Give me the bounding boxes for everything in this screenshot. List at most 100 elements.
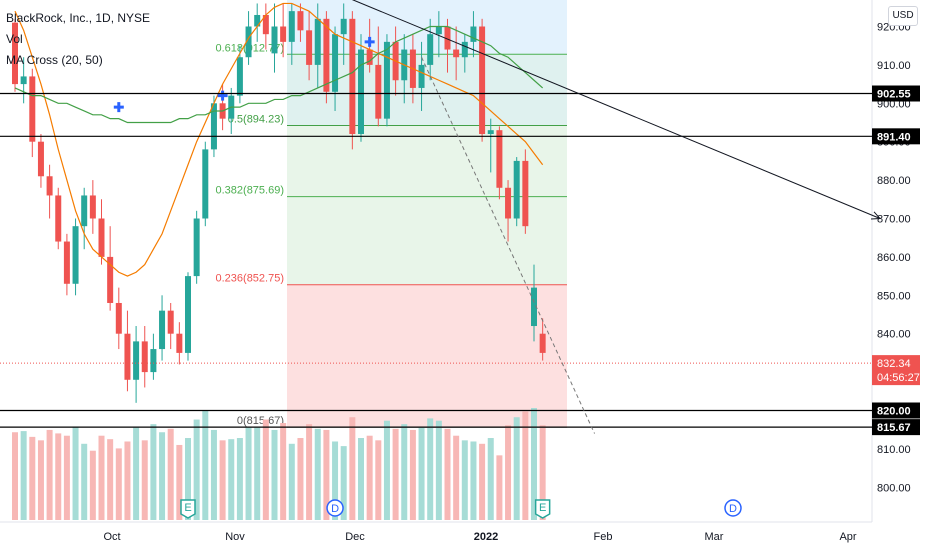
volume-bar [98, 435, 105, 520]
candle-body [306, 30, 313, 65]
volume-bar [37, 440, 44, 520]
volume-bar [479, 443, 486, 520]
trend-arrow-line [352, 0, 881, 219]
candle-body [271, 26, 278, 54]
candle-body [314, 18, 321, 65]
horizontal-level-value: 891.40 [877, 131, 911, 143]
fib-level-label: 0.382(875.69) [216, 185, 285, 197]
volume-bar [409, 429, 416, 520]
candle-body [366, 49, 373, 65]
volume-bar [461, 440, 468, 520]
volume-bar [288, 443, 295, 520]
fib-level-label: 0.236(852.75) [216, 273, 285, 285]
candle-body [435, 26, 442, 35]
candle-body [210, 103, 217, 150]
candle-body [461, 41, 468, 58]
volume-bar [29, 436, 36, 520]
volume-bar [20, 431, 27, 520]
candle-body [150, 349, 157, 373]
volume-indicator-label[interactable]: Vol [6, 32, 23, 46]
volume-bar [55, 433, 62, 520]
last-price-tag [872, 355, 920, 386]
fib-zone-500-236 [287, 125, 567, 285]
volume-bar [366, 435, 373, 520]
volume-bar [401, 424, 408, 520]
volume-bar [332, 441, 339, 520]
ma-cross-indicator-label[interactable]: MA Cross (20, 50) [6, 53, 103, 67]
moving-average-line [14, 25, 544, 124]
time-tick-label: 2022 [474, 531, 498, 543]
ma-cross-marker [113, 102, 124, 113]
volume-bar [141, 440, 148, 520]
volume-bar [435, 420, 442, 520]
candle-body [358, 49, 364, 135]
earnings-marker [180, 499, 196, 519]
dividend-marker-letter: D [331, 503, 339, 515]
volume-bar [358, 438, 364, 520]
volume-bar [539, 425, 546, 520]
dividend-marker [724, 499, 742, 517]
candle-body [98, 218, 105, 257]
fib-level-label: 0.5(894.23) [228, 113, 284, 125]
volume-bar [176, 444, 183, 520]
candle-body [288, 11, 295, 42]
candle-body [453, 49, 460, 58]
trend-arrow-head [870, 211, 882, 220]
candle-body [496, 130, 503, 188]
horizontal-level-tag [872, 419, 920, 436]
volume-bar [185, 438, 191, 520]
volume-bar [487, 438, 494, 520]
volume-bar [63, 435, 70, 520]
candle-body [124, 333, 131, 380]
time-tick-label: Oct [103, 531, 120, 543]
horizontal-level-value: 902.55 [877, 89, 911, 101]
volume-bar [193, 419, 200, 520]
volume-bar [383, 420, 390, 520]
volume-bar [531, 408, 537, 520]
horizontal-level-tag [872, 128, 920, 145]
candle-body [81, 195, 88, 227]
volume-bar [314, 428, 321, 520]
price-tick-label: 860.00 [877, 252, 911, 264]
candle-body [427, 34, 434, 65]
volume-bar [254, 427, 261, 520]
candle-body [487, 130, 494, 135]
time-tick-label: Mar [705, 531, 724, 543]
candle-body [505, 187, 512, 219]
volume-bar [46, 429, 53, 520]
candle-body [115, 302, 122, 334]
volume-bar [89, 450, 96, 520]
candle-body [349, 18, 356, 135]
volume-bar [107, 439, 114, 520]
candle-body [20, 76, 27, 85]
volume-bar [150, 424, 157, 520]
candle-body [12, 22, 18, 85]
candle-body [513, 160, 520, 219]
candle-body [185, 276, 191, 353]
moving-average-line [14, 2, 544, 277]
volume-bar [271, 429, 278, 520]
candle-body [107, 256, 114, 303]
volume-bar [496, 455, 503, 520]
candle-body [63, 241, 70, 284]
currency-badge[interactable]: USD [888, 6, 918, 26]
volume-bar [245, 427, 252, 520]
volume-bar [306, 424, 313, 520]
candle-body [176, 333, 183, 353]
symbol-title[interactable]: BlackRock, Inc., 1D, NYSE [6, 11, 151, 25]
price-tick-label: 840.00 [877, 329, 911, 341]
volume-bar [219, 440, 226, 520]
candle-body [262, 14, 269, 35]
candle-body [418, 64, 425, 88]
earnings-marker-letter: E [539, 502, 546, 514]
time-tick-label: Dec [345, 531, 365, 543]
volume-bar [167, 428, 174, 520]
horizontal-level-value: 815.67 [877, 422, 911, 434]
candle-body [340, 18, 347, 35]
price-tick-label: 910.00 [877, 60, 911, 72]
volume-bar [133, 427, 140, 520]
candle-body [167, 310, 174, 334]
candle-body [531, 287, 537, 327]
